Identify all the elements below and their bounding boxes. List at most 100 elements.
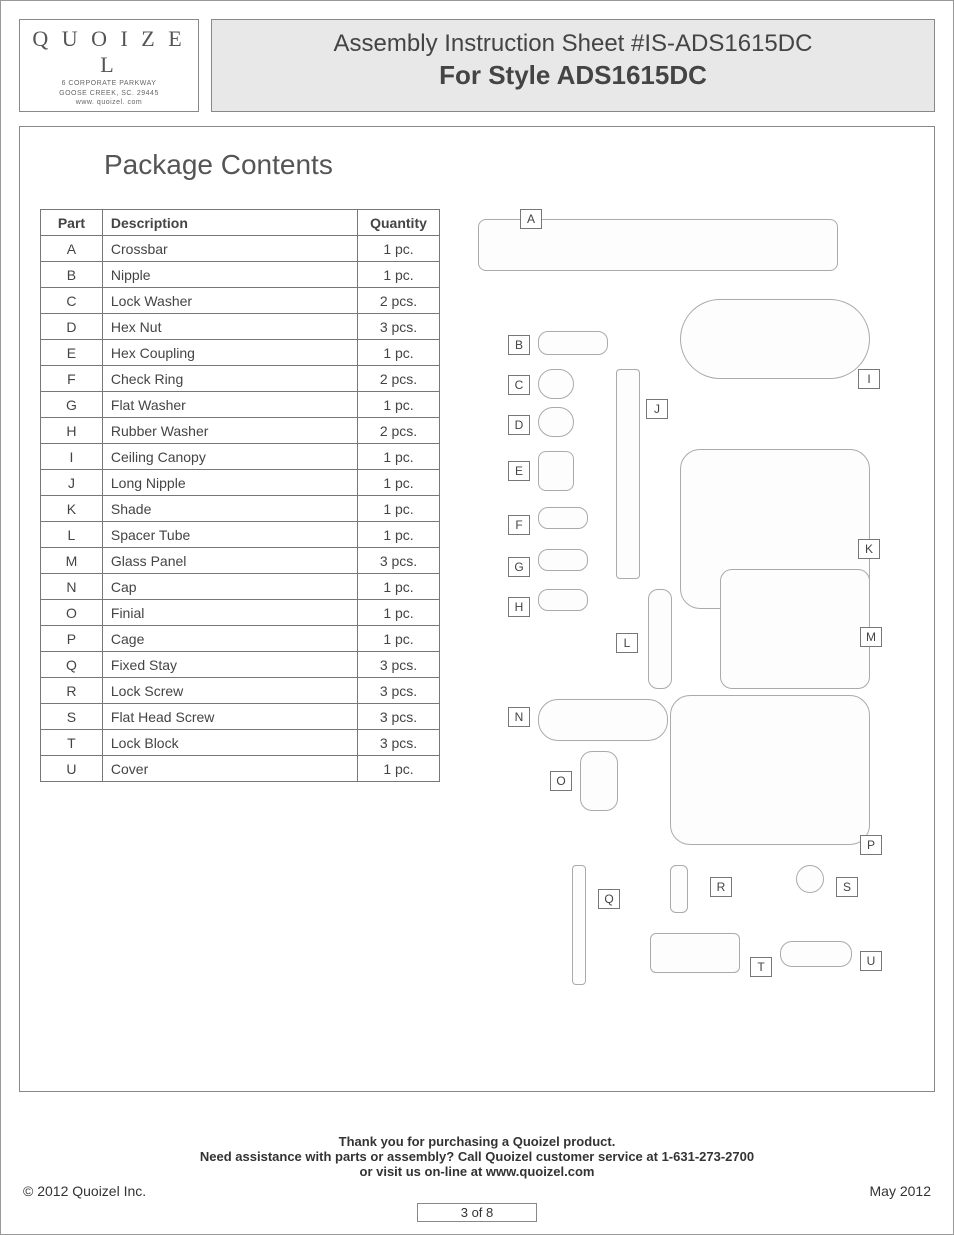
cell-desc: Crossbar [102,236,357,262]
part-illustration [538,549,588,571]
section-title: Package Contents [104,149,914,181]
table-row: RLock Screw3 pcs. [41,678,440,704]
cell-qty: 1 pc. [358,340,440,366]
cell-part: J [41,470,103,496]
cell-qty: 3 pcs. [358,678,440,704]
table-row: KShade1 pc. [41,496,440,522]
content-box: Package Contents Part Description Quanti… [19,126,935,1092]
cell-desc: Ceiling Canopy [102,444,357,470]
cell-qty: 1 pc. [358,756,440,782]
cell-part: A [41,236,103,262]
logo-addr3: www. quoizel. com [30,99,188,107]
part-illustration [616,369,640,579]
table-row: PCage1 pc. [41,626,440,652]
table-row: SFlat Head Screw3 pcs. [41,704,440,730]
footer-copyright: © 2012 Quoizel Inc. [23,1183,146,1199]
cell-part: P [41,626,103,652]
cell-part: S [41,704,103,730]
cell-qty: 3 pcs. [358,314,440,340]
cell-part: B [41,262,103,288]
diagram-label: H [508,597,530,617]
cell-part: L [41,522,103,548]
footer: Thank you for purchasing a Quoizel produ… [1,1134,953,1222]
footer-row: © 2012 Quoizel Inc. May 2012 [1,1183,953,1199]
col-desc: Description [102,210,357,236]
table-row: GFlat Washer1 pc. [41,392,440,418]
cell-desc: Cage [102,626,357,652]
title-box: Assembly Instruction Sheet #IS-ADS1615DC… [211,19,935,112]
diagram-label: A [520,209,542,229]
cell-desc: Lock Block [102,730,357,756]
cell-part: C [41,288,103,314]
cell-desc: Long Nipple [102,470,357,496]
part-illustration [670,865,688,913]
diagram-label: E [508,461,530,481]
part-illustration [650,933,740,973]
cell-part: Q [41,652,103,678]
cell-desc: Cover [102,756,357,782]
part-illustration [538,589,588,611]
table-row: EHex Coupling1 pc. [41,340,440,366]
cell-qty: 1 pc. [358,236,440,262]
table-row: UCover1 pc. [41,756,440,782]
cell-qty: 1 pc. [358,262,440,288]
logo-addr1: 6 CORPORATE PARKWAY [30,80,188,88]
table-row: FCheck Ring2 pcs. [41,366,440,392]
part-illustration [538,369,574,399]
part-illustration [720,569,870,689]
cell-desc: Shade [102,496,357,522]
diagram-label: L [616,633,638,653]
cell-part: U [41,756,103,782]
table-row: OFinial1 pc. [41,600,440,626]
diagram-label: C [508,375,530,395]
part-illustration [580,751,618,811]
cell-qty: 1 pc. [358,626,440,652]
cell-part: H [41,418,103,444]
col-part: Part [41,210,103,236]
table-row: ICeiling Canopy1 pc. [41,444,440,470]
title-line1: Assembly Instruction Sheet #IS-ADS1615DC [220,30,926,58]
footer-assist: Need assistance with parts or assembly? … [1,1149,953,1164]
cell-qty: 3 pcs. [358,548,440,574]
part-illustration [538,699,668,741]
cell-part: E [41,340,103,366]
logo-addr2: GOOSE CREEK, SC. 29445 [30,90,188,98]
cell-desc: Hex Nut [102,314,357,340]
diagram-label: T [750,957,772,977]
page: Q U O I Z E L 6 CORPORATE PARKWAY GOOSE … [0,0,954,1235]
cell-qty: 3 pcs. [358,730,440,756]
diagram-label: P [860,835,882,855]
part-illustration [648,589,672,689]
table-row: DHex Nut3 pcs. [41,314,440,340]
diagram-label: I [858,369,880,389]
footer-online: or visit us on-line at www.quoizel.com [1,1164,953,1179]
cell-desc: Hex Coupling [102,340,357,366]
cell-desc: Cap [102,574,357,600]
cell-desc: Lock Screw [102,678,357,704]
part-illustration [796,865,824,893]
table-row: NCap1 pc. [41,574,440,600]
table-row: LSpacer Tube1 pc. [41,522,440,548]
title-line2: For Style ADS1615DC [220,60,926,91]
cell-part: G [41,392,103,418]
diagram-label: M [860,627,882,647]
part-illustration [670,695,870,845]
cell-qty: 1 pc. [358,392,440,418]
cell-part: N [41,574,103,600]
cell-desc: Lock Washer [102,288,357,314]
cell-part: O [41,600,103,626]
diagram-label: K [858,539,880,559]
cell-desc: Nipple [102,262,357,288]
cell-qty: 1 pc. [358,522,440,548]
part-illustration [572,865,586,985]
part-illustration [538,451,574,491]
layout: Part Description Quantity ACrossbar1 pc.… [40,209,914,1029]
diagram-label: B [508,335,530,355]
part-illustration [538,407,574,437]
cell-desc: Flat Head Screw [102,704,357,730]
part-illustration [680,299,870,379]
cell-desc: Finial [102,600,357,626]
table-header-row: Part Description Quantity [41,210,440,236]
cell-desc: Check Ring [102,366,357,392]
header: Q U O I Z E L 6 CORPORATE PARKWAY GOOSE … [19,19,935,112]
